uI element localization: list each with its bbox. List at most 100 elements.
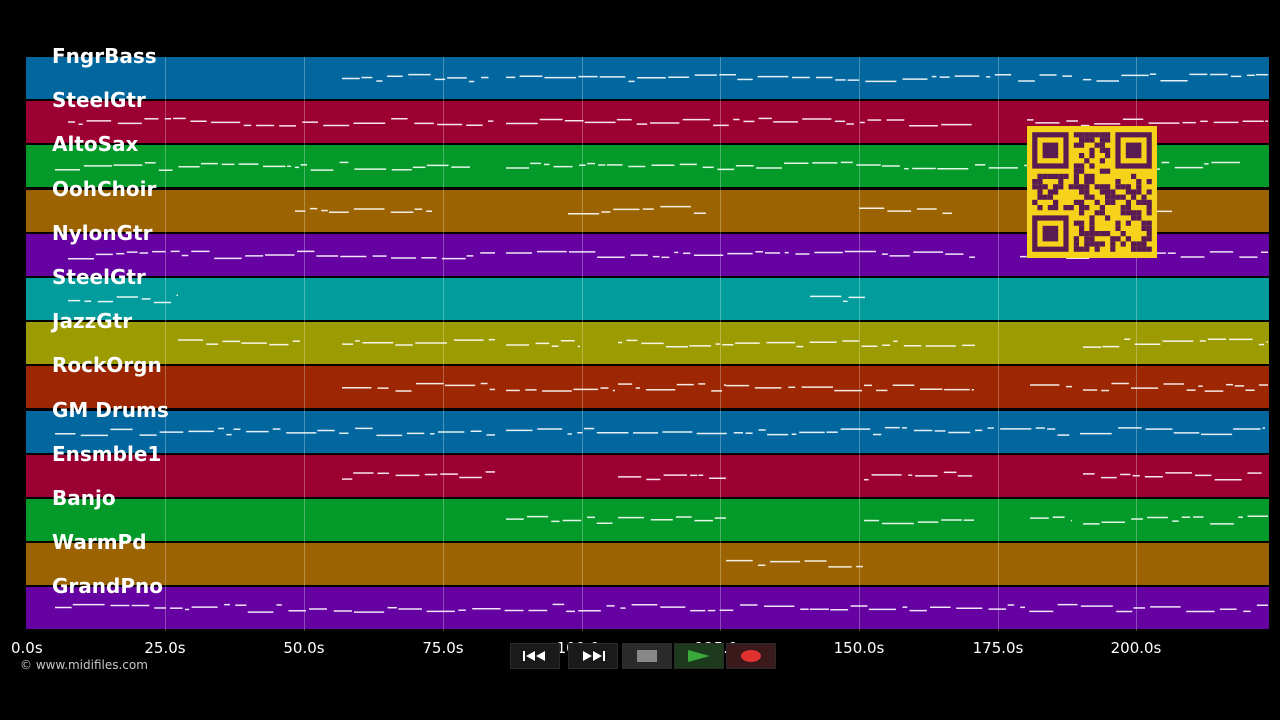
qr-module (1120, 184, 1126, 190)
qr-module (1058, 184, 1064, 190)
qr-module (1079, 184, 1085, 190)
qr-module (1131, 189, 1137, 195)
rewind-button[interactable] (510, 643, 560, 669)
qr-module (1131, 246, 1137, 252)
qr-module (1094, 231, 1100, 237)
qr-finder-core (1042, 142, 1059, 159)
qr-module (1084, 189, 1090, 195)
track-label: NylonGtr (52, 220, 153, 245)
qr-module (1120, 241, 1126, 247)
qr-module (1125, 236, 1131, 242)
qr-module (1037, 189, 1043, 195)
track-label: GrandPno (52, 574, 163, 599)
qr-module (1089, 220, 1095, 226)
rewind-icon (523, 651, 545, 661)
qr-module (1084, 137, 1090, 143)
qr-module (1089, 173, 1095, 179)
track-label: RockOrgn (52, 353, 162, 378)
stop-button[interactable] (622, 643, 672, 669)
qr-module (1089, 179, 1095, 185)
qr-module (1073, 246, 1079, 252)
qr-module (1079, 132, 1085, 138)
time-tick-label: 200.0s (1110, 639, 1162, 657)
qr-module (1131, 173, 1137, 179)
track-label: SteelGtr (52, 265, 146, 289)
play-button[interactable] (674, 643, 724, 669)
qr-module (1141, 225, 1147, 231)
qr-module (1136, 199, 1142, 205)
qr-module (1099, 142, 1105, 148)
track-band (26, 587, 1269, 630)
play-icon (688, 650, 710, 662)
grid-line (720, 57, 721, 631)
qr-code-icon (1027, 126, 1157, 258)
qr-module (1089, 163, 1095, 169)
qr-module (1079, 168, 1085, 174)
qr-module (1037, 205, 1043, 211)
qr-code-pattern (1032, 132, 1152, 252)
qr-module (1068, 184, 1074, 190)
qr-module (1053, 205, 1059, 211)
qr-module (1084, 158, 1090, 164)
qr-module (1089, 231, 1095, 237)
qr-module (1131, 210, 1137, 216)
qr-module (1146, 210, 1152, 216)
qr-module (1099, 205, 1105, 211)
qr-module (1094, 184, 1100, 190)
qr-module (1079, 189, 1085, 195)
qr-module (1131, 215, 1137, 221)
qr-module (1079, 142, 1085, 148)
qr-module (1110, 199, 1116, 205)
qr-finder-core (1042, 225, 1059, 242)
qr-module (1084, 205, 1090, 211)
qr-module (1094, 210, 1100, 216)
grid-line (443, 57, 444, 631)
qr-module (1073, 179, 1079, 185)
qr-module (1099, 137, 1105, 143)
qr-module (1136, 246, 1142, 252)
track-label: Banjo (52, 486, 116, 510)
qr-module (1099, 158, 1105, 164)
track-label: Ensmble1 (52, 441, 162, 466)
track-band (26, 454, 1269, 497)
qr-module (1073, 236, 1079, 242)
qr-module (1099, 231, 1105, 237)
copyright-text: © www.midifiles.com (20, 658, 148, 672)
qr-module (1089, 236, 1095, 242)
qr-module (1099, 132, 1105, 138)
grid-line (165, 57, 166, 631)
qr-module (1146, 205, 1152, 211)
qr-module (1094, 132, 1100, 138)
qr-module (1047, 173, 1053, 179)
qr-module (1047, 205, 1053, 211)
qr-module (1146, 246, 1152, 252)
qr-module (1073, 142, 1079, 148)
qr-module (1073, 184, 1079, 190)
qr-module (1125, 210, 1131, 216)
qr-module (1110, 246, 1116, 252)
qr-module (1079, 246, 1085, 252)
qr-module (1032, 199, 1038, 205)
fast-forward-button[interactable] (568, 643, 618, 669)
record-button[interactable] (726, 643, 776, 669)
track-label: FngrBass (52, 44, 157, 68)
qr-module (1053, 189, 1059, 195)
qr-module (1032, 184, 1038, 190)
grid-line (998, 57, 999, 631)
qr-module (1105, 137, 1111, 143)
qr-module (1110, 236, 1116, 242)
qr-module (1079, 199, 1085, 205)
qr-module (1146, 179, 1152, 185)
qr-module (1125, 184, 1131, 190)
qr-module (1084, 241, 1090, 247)
qr-module (1042, 194, 1048, 200)
qr-module (1105, 147, 1111, 153)
qr-module (1120, 210, 1126, 216)
qr-module (1037, 194, 1043, 200)
track-label: WarmPd (52, 530, 147, 555)
qr-module (1058, 179, 1064, 185)
qr-module (1125, 205, 1131, 211)
qr-module (1105, 184, 1111, 190)
qr-module (1084, 231, 1090, 237)
qr-module (1125, 220, 1131, 226)
